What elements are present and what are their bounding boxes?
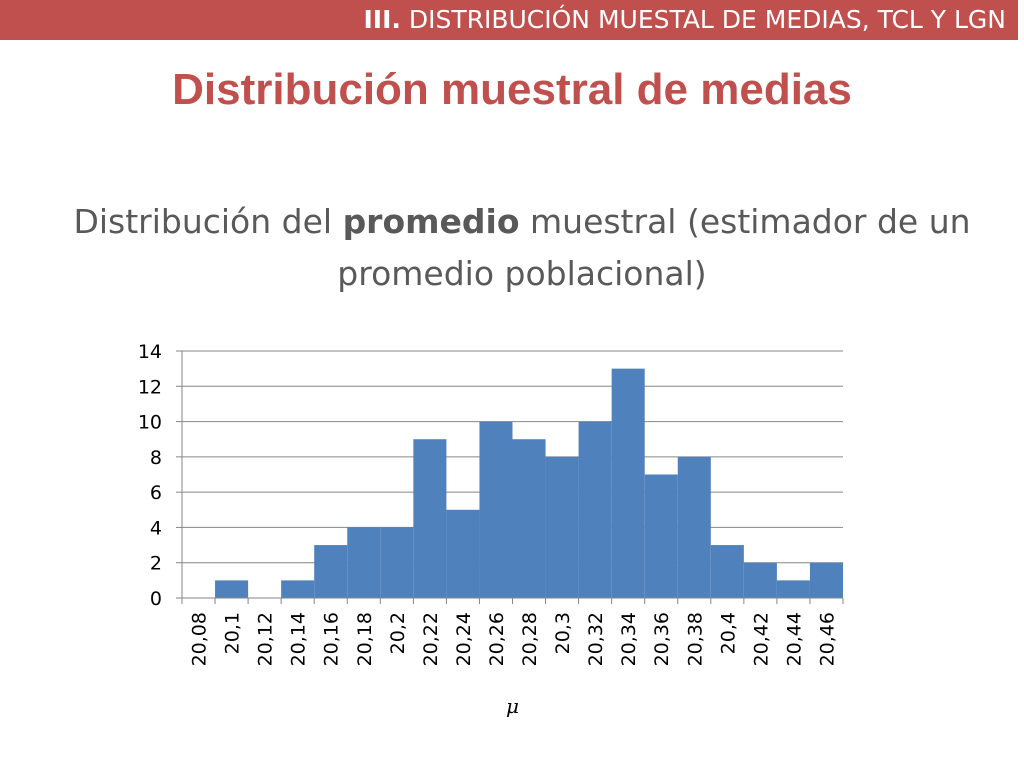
histogram-bar [413,439,447,598]
histogram-bar [776,580,810,598]
x-tick-label: 20,2 [387,612,409,654]
x-tick-label: 20,38 [684,612,706,666]
slide-subtitle: Distribución del promedio muestral (esti… [40,196,1004,300]
x-tick-label: 20,4 [717,612,739,654]
bars [215,368,843,598]
histogram-bar [479,421,513,598]
section-number: III. [363,5,401,34]
x-tick-label: 20,28 [519,612,541,666]
x-tick-label: 20,18 [354,612,376,666]
histogram-bar [281,580,315,598]
histogram-bar [743,562,777,598]
x-tick-label: 20,42 [750,612,772,666]
histogram-bar [578,421,612,598]
x-tick-label: 20,22 [420,612,442,666]
histogram-bar [809,562,843,598]
slide-title: Distribución muestral de medias [172,65,852,114]
y-tick-label: 4 [150,517,162,539]
x-tick-label: 20,12 [255,612,277,666]
x-tick-label: 20,32 [585,612,607,666]
axes [176,350,844,604]
histogram-bar [446,509,480,598]
subtitle-text-end: muestral (estimador de un promedio pobla… [337,202,971,293]
histogram-bar [677,456,711,598]
histogram-bar [710,545,744,598]
subtitle-text-start: Distribución del [73,202,343,241]
y-tick-labels: 0 2 4 6 8 10 12 14 [138,341,162,610]
y-tick-label: 14 [138,341,162,363]
x-tick-label: 20,16 [321,612,343,666]
x-tick-label: 20,46 [816,612,838,666]
x-tick-label: 20,08 [189,612,211,666]
x-tick-label: 20,24 [453,612,475,666]
histogram-bar [644,474,678,598]
histogram-bar [545,456,579,598]
histogram-chart: 0 2 4 6 8 10 12 14 20,08 20,1 20,12 20,14 20,16 20,1… [138,341,844,718]
histogram-bar [347,527,381,598]
x-tick-label: 20,34 [618,612,640,666]
x-tick-label: 20,36 [651,612,673,666]
histogram-bar [512,439,546,598]
histogram-bar [215,580,249,598]
histogram-bar [380,527,414,598]
y-tick-label: 0 [150,588,162,610]
x-tick-label: 20,1 [222,612,244,654]
x-tick-labels: 20,08 20,1 20,12 20,14 20,16 20,18 20,2 20,22 20… [189,612,839,666]
x-tick-label: 20,26 [486,612,508,666]
y-tick-label: 2 [150,553,162,575]
histogram-bar [611,368,645,598]
y-tick-label: 6 [150,482,162,504]
x-axis-title: μ [506,694,519,718]
x-tick-label: 20,44 [783,612,805,666]
section-header-bar: III. DISTRIBUCIÓN MUESTAL DE MEDIAS, TCL… [0,0,1018,40]
subtitle-emphasis: promedio [342,202,520,241]
x-tick-label: 20,3 [552,612,574,654]
x-tick-label: 20,14 [288,612,310,666]
y-tick-label: 8 [150,447,162,469]
y-tick-label: 12 [138,376,162,398]
histogram-bar [314,545,348,598]
section-title: DISTRIBUCIÓN MUESTAL DE MEDIAS, TCL Y LG… [408,5,1006,34]
y-tick-label: 10 [138,412,162,434]
